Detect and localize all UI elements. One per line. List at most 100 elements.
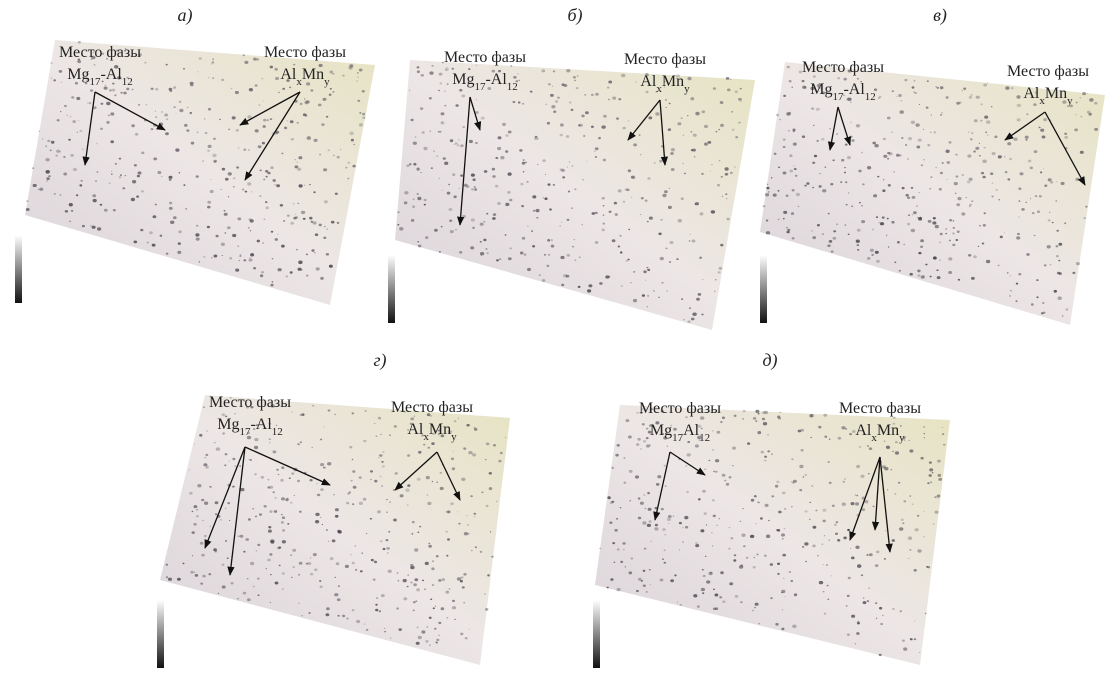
speckle <box>591 94 594 96</box>
speckle <box>1016 95 1020 98</box>
speckle <box>513 76 517 79</box>
speckle <box>413 198 415 200</box>
speckle <box>310 573 313 576</box>
formula-text: Mn <box>1045 85 1067 102</box>
speckle <box>561 284 564 286</box>
speckle <box>923 426 925 427</box>
speckle <box>694 203 696 205</box>
speckle <box>720 571 724 574</box>
speckle <box>388 531 390 533</box>
speckle <box>166 64 168 66</box>
speckle <box>601 125 605 128</box>
speckle <box>873 194 877 197</box>
speckle <box>856 632 859 635</box>
speckle <box>857 564 861 568</box>
speckle <box>466 515 467 516</box>
speckle <box>59 151 61 153</box>
speckle <box>909 449 913 452</box>
speckle <box>718 271 721 273</box>
speckle <box>855 502 859 505</box>
speckle <box>421 630 425 633</box>
speckle <box>199 261 200 262</box>
speckle <box>704 125 708 128</box>
speckle <box>290 120 294 123</box>
speckle <box>1085 206 1087 208</box>
speckle <box>559 225 561 226</box>
speckle <box>395 472 398 475</box>
speckle <box>63 173 67 176</box>
speckle <box>454 619 455 620</box>
speckle <box>1011 87 1014 89</box>
speckle <box>753 417 756 420</box>
speckle <box>437 156 438 157</box>
speckle <box>201 554 205 557</box>
speckle <box>594 150 596 152</box>
speckle <box>934 131 937 133</box>
speckle <box>893 171 895 172</box>
speckle <box>110 140 114 143</box>
speckle <box>571 208 573 209</box>
speckle <box>273 450 277 453</box>
speckle <box>984 212 986 214</box>
speckle <box>93 199 97 202</box>
speckle <box>397 211 399 213</box>
speckle <box>919 652 920 653</box>
speckle <box>978 246 979 247</box>
speckle <box>1039 127 1041 129</box>
speckle <box>764 411 768 414</box>
speckle <box>722 196 723 197</box>
speckle <box>429 71 433 74</box>
speckle <box>869 553 873 556</box>
speckle <box>829 240 833 243</box>
speckle <box>497 202 501 205</box>
speckle <box>390 638 391 639</box>
speckle <box>876 216 878 218</box>
speckle <box>365 410 367 412</box>
speckle <box>282 529 285 532</box>
speckle <box>781 533 785 536</box>
speckle <box>942 427 944 428</box>
speckle <box>991 196 993 198</box>
speckle <box>847 529 850 531</box>
speckle <box>1013 138 1017 141</box>
speckle <box>923 129 924 130</box>
speckle <box>293 217 296 220</box>
speckle <box>746 557 749 559</box>
speckle <box>211 64 212 65</box>
formula-text: Al <box>640 73 657 90</box>
speckle <box>827 244 830 247</box>
speckle <box>914 569 917 572</box>
speckle <box>272 281 274 282</box>
speckle <box>236 166 239 168</box>
speckle <box>572 246 574 248</box>
speckle <box>169 202 172 205</box>
speckle <box>333 155 335 156</box>
speckle <box>827 599 829 600</box>
speckle <box>829 128 831 129</box>
speckle <box>332 73 334 75</box>
speckle <box>411 219 414 222</box>
speckle <box>270 166 273 169</box>
speckle <box>823 520 826 523</box>
speckle <box>631 558 633 560</box>
speckle <box>768 520 769 521</box>
speckle <box>312 405 314 407</box>
speckle <box>357 100 360 102</box>
speckle <box>1039 195 1042 197</box>
speckle <box>653 290 655 292</box>
speckle <box>287 215 290 217</box>
speckle <box>969 178 973 181</box>
speckle <box>618 246 621 248</box>
speckle <box>896 154 900 157</box>
speckle <box>929 461 932 463</box>
speckle <box>782 492 786 495</box>
speckle <box>740 101 741 102</box>
speckle <box>359 502 363 505</box>
speckle <box>65 210 68 213</box>
speckle <box>1044 185 1047 187</box>
speckle <box>237 217 241 220</box>
speckle <box>923 159 925 161</box>
speckle <box>547 239 550 242</box>
speckle <box>734 415 737 417</box>
speckle <box>725 167 729 170</box>
